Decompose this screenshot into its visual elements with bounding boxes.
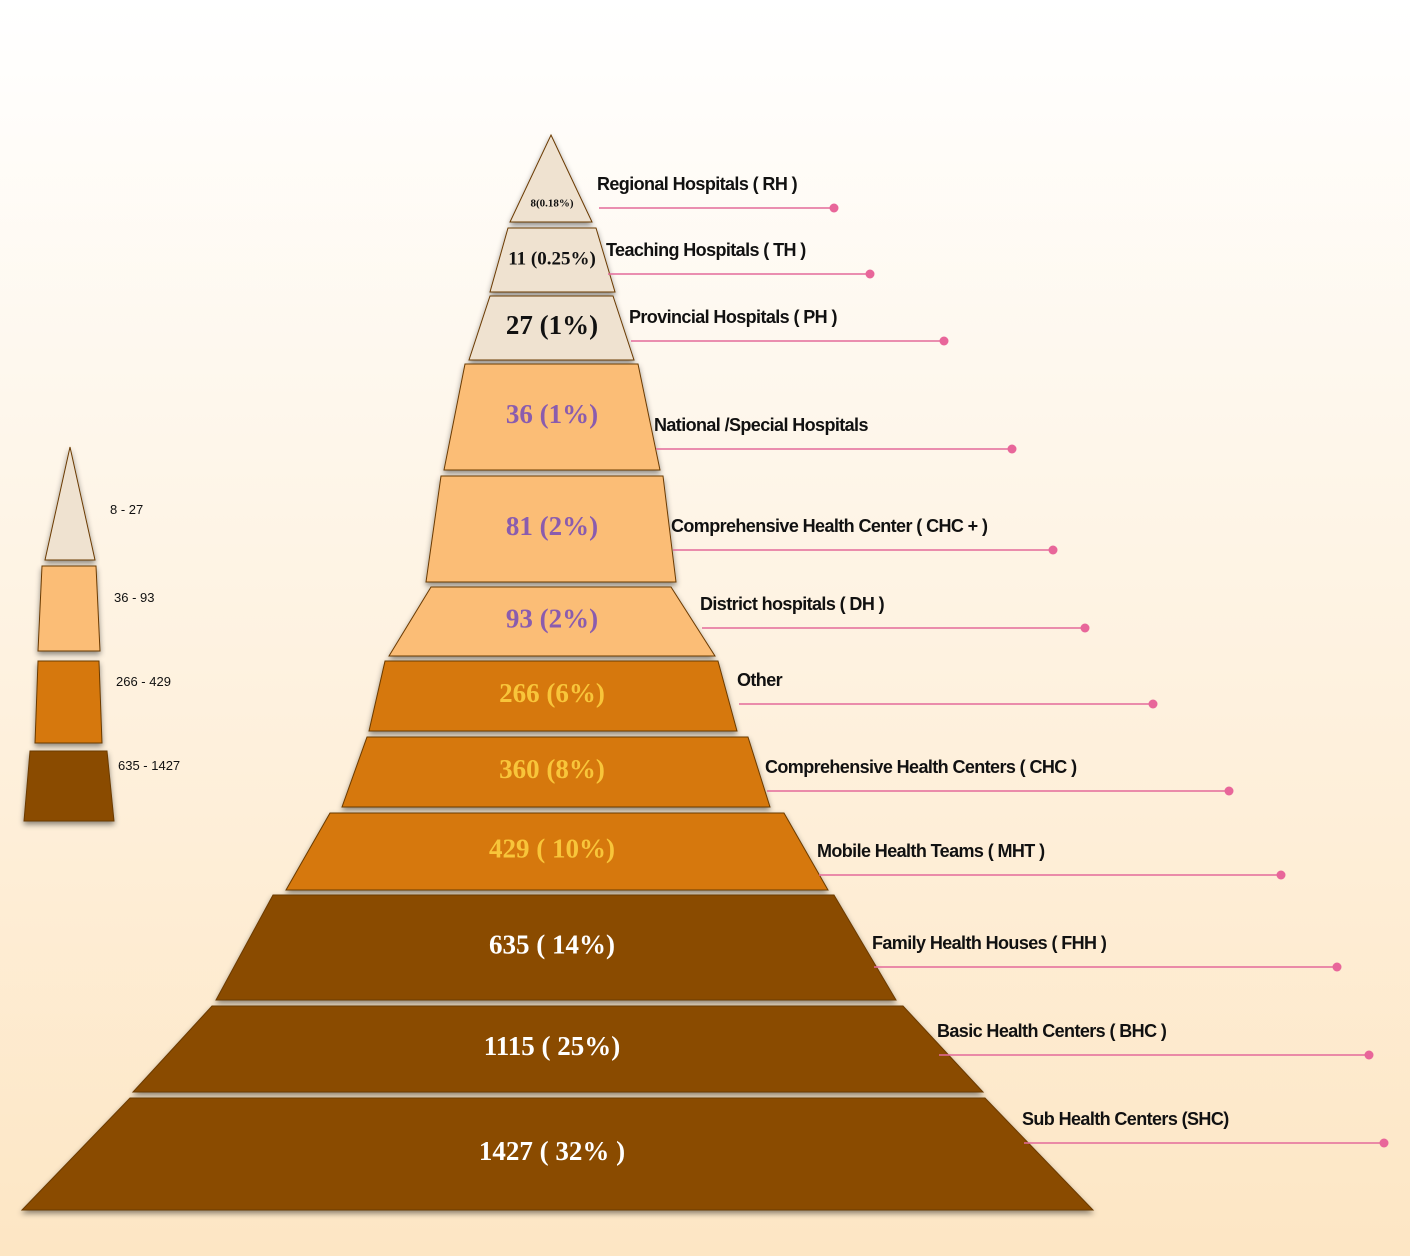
pyramid-level — [285, 812, 829, 891]
legend-label: 8 - 27 — [110, 502, 143, 517]
leader-dot — [829, 203, 839, 213]
leader-dot — [1332, 962, 1342, 972]
pyramid-level — [489, 227, 616, 293]
level-label: Teaching Hospitals ( TH ) — [606, 240, 806, 260]
legend-swatch — [34, 660, 103, 744]
pyramid-level — [425, 475, 677, 583]
pyramid-level — [215, 894, 897, 1001]
level-label: Family Health Houses ( FHH ) — [872, 933, 1107, 953]
legend-swatch — [23, 750, 115, 822]
leader-dot — [1048, 545, 1058, 555]
pyramid-level — [368, 660, 738, 732]
pyramid-level — [468, 295, 635, 361]
leader-dot — [865, 269, 875, 279]
leader-dot — [1364, 1050, 1374, 1060]
legend-swatch — [37, 565, 101, 652]
leader-dot — [1007, 444, 1017, 454]
level-value: 1115 ( 25%) — [484, 1031, 621, 1061]
pyramid-level — [388, 586, 716, 657]
pyramid-level — [341, 736, 771, 808]
level-label: Comprehensive Health Center ( CHC + ) — [671, 516, 988, 536]
level-label: Basic Health Centers ( BHC ) — [937, 1021, 1167, 1041]
level-value: 8(0.18%) — [530, 198, 573, 210]
level-value: 27 (1%) — [506, 310, 598, 340]
level-label: District hospitals ( DH ) — [700, 594, 885, 614]
level-label: Comprehensive Health Centers ( CHC ) — [765, 757, 1077, 777]
legend-label: 635 - 1427 — [118, 758, 180, 773]
level-label: Sub Health Centers (SHC) — [1022, 1109, 1229, 1129]
leader-dot — [1148, 699, 1158, 709]
leader-dot — [1379, 1138, 1389, 1148]
level-label: Other — [737, 670, 783, 690]
level-value: 36 (1%) — [506, 399, 598, 429]
legend-label: 266 - 429 — [116, 674, 171, 689]
leader-dot — [1224, 786, 1234, 796]
level-value: 93 (2%) — [506, 604, 598, 634]
level-label: Regional Hospitals ( RH ) — [597, 174, 798, 194]
level-value: 429 ( 10%) — [489, 834, 615, 864]
level-label: Provincial Hospitals ( PH ) — [629, 307, 837, 327]
leader-dot — [939, 336, 949, 346]
level-label: Mobile Health Teams ( MHT ) — [817, 841, 1045, 861]
level-value: 81 (2%) — [506, 511, 598, 541]
pyramid-level — [20, 1097, 1095, 1211]
pyramid-level — [131, 1005, 985, 1093]
level-label: National /Special Hospitals — [654, 415, 868, 435]
leader-dot — [1080, 623, 1090, 633]
level-value: 11 (0.25%) — [508, 248, 596, 269]
legend-label: 36 - 93 — [114, 590, 154, 605]
legend-swatch — [44, 446, 96, 561]
level-value: 266 (6%) — [499, 678, 605, 708]
pyramid-level — [509, 133, 593, 223]
level-value: 635 ( 14%) — [489, 930, 615, 960]
level-value: 1427 ( 32% ) — [479, 1136, 625, 1166]
leader-dot — [1276, 870, 1286, 880]
level-value: 360 (8%) — [499, 754, 605, 784]
pyramid-level — [443, 363, 661, 471]
